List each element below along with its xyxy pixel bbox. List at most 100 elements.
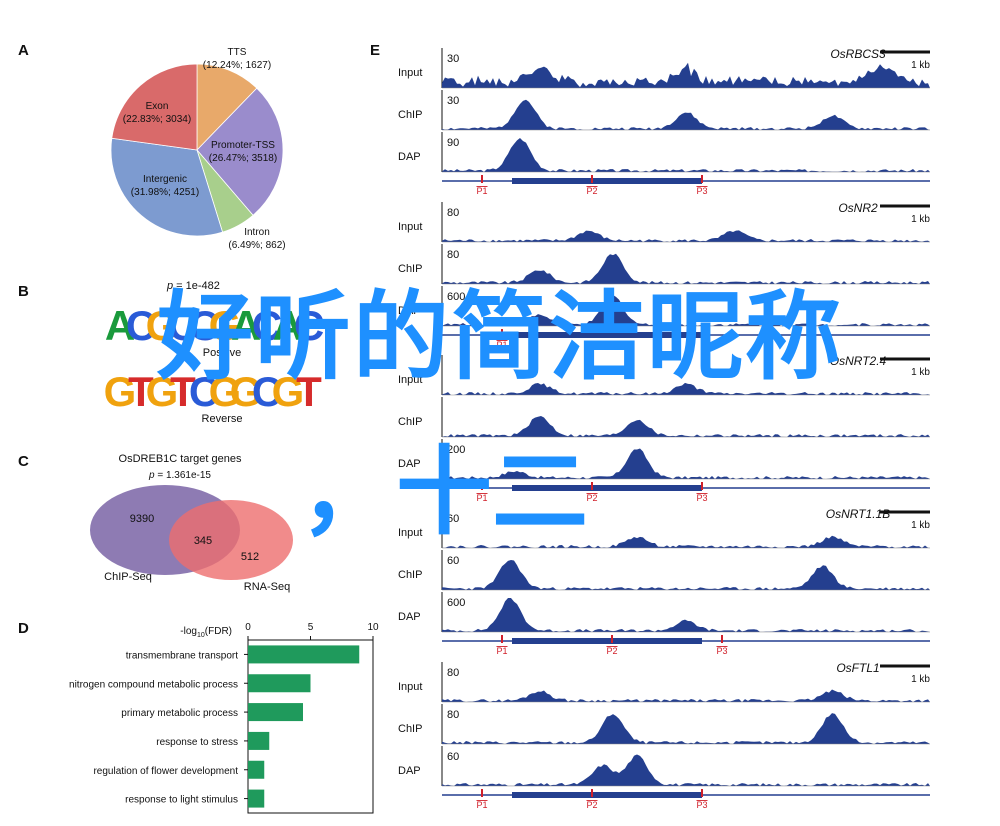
svg-text:(26.47%; 3518): (26.47%; 3518)	[209, 153, 277, 164]
motif-letter: G	[209, 302, 242, 349]
venn-overlap-count: 345	[194, 535, 212, 547]
track-scale: 80	[447, 207, 459, 219]
track-label-chip: ChIP	[398, 569, 422, 581]
scale-label: 1 kb	[911, 674, 930, 685]
signal-track	[442, 138, 930, 172]
motif-letter: A	[273, 302, 303, 349]
gene-block-osnrt1-1b: OsNRT1.1B 1 kb Input 60 ChIP 60 DAP 600 P1 P2 P3	[398, 507, 930, 656]
bar	[248, 731, 270, 750]
venn-right-label: RNA-Seq	[244, 581, 290, 593]
motif-letter: G	[272, 368, 305, 415]
svg-text:(12.24%; 1627): (12.24%; 1627)	[203, 60, 271, 71]
track-scale: 200	[447, 444, 465, 456]
track-label-input: Input	[398, 681, 422, 693]
pie-slice-tts	[196, 63, 258, 151]
peak-label: P3	[696, 186, 707, 196]
panel-letter-e: E	[370, 42, 381, 59]
bar-category-label: nitrogen compound metabolic process	[69, 679, 238, 690]
track-label-chip: ChIP	[398, 263, 422, 275]
go-bar-chart: -log10(FDR) 0 5 10 transmembrane transport…	[69, 622, 379, 814]
signal-track	[442, 754, 930, 786]
gene-block-osnr2: OsNR2 1 kb Input 80 ChIP 80 DAP 600 P1	[398, 201, 930, 350]
venn-left-count: 9390	[130, 513, 154, 525]
panel-letter-c: C	[18, 453, 29, 470]
track-label-dap: DAP	[398, 305, 421, 317]
motif-reverse-label: Reverse	[202, 413, 243, 422]
track-scale: 600	[447, 291, 465, 303]
motif-letter: G	[146, 368, 179, 415]
signal-track	[442, 62, 930, 88]
track-label-chip: ChIP	[398, 416, 422, 428]
peak-label: P2	[606, 646, 617, 656]
motif-letter: T	[170, 368, 196, 415]
track-label-dap: DAP	[398, 611, 421, 623]
bar	[248, 760, 265, 779]
venn-diagram: OsDREB1C target genes p = 1.361e-15 9390…	[90, 453, 293, 593]
signal-track	[442, 713, 930, 744]
panel-letter-a: A	[18, 42, 29, 59]
bar-category-label: response to stress	[156, 737, 238, 748]
svg-text:TTS: TTS	[228, 47, 247, 58]
motif-letter: G	[230, 368, 263, 415]
track-label-input: Input	[398, 221, 422, 233]
motif-p-prefix: p	[167, 280, 174, 292]
bar-chart-categories: transmembrane transport nitrogen compound…	[69, 650, 248, 806]
bar	[248, 674, 311, 693]
gene-block-osrbcs3: OsRBCS3 1 kb Input 30 ChIP 30 DAP 90 P1 P2 P3	[398, 47, 930, 196]
gene-name: OsNRT1.1B	[826, 507, 890, 521]
bar-category-label: regulation of flower development	[93, 766, 238, 777]
motif-letter: C	[189, 302, 219, 349]
bar	[248, 789, 265, 808]
svg-text:(31.98%; 4251): (31.98%; 4251)	[131, 187, 199, 198]
gene-block-osnrt2-4: OsNRT2.4 1 kb Input ChIP DAP 200 P1 P2 P3	[398, 354, 930, 503]
signal-track	[442, 99, 930, 130]
peak-label: P1	[476, 493, 487, 503]
motif-letter: C	[168, 302, 198, 349]
track-scale: 80	[447, 249, 459, 261]
peak-label: P1	[496, 646, 507, 656]
track-scale: 80	[447, 709, 459, 721]
gene-exon	[512, 178, 702, 184]
motif-letter: T	[296, 368, 322, 415]
signal-track	[442, 253, 930, 284]
gene-name: OsNRT2.4	[830, 354, 887, 368]
peak-label: P3	[716, 646, 727, 656]
motif-letter: G	[209, 368, 242, 415]
x-tick-label: 5	[308, 622, 314, 633]
bar-category-label: response to light stimulus	[125, 795, 238, 806]
peak-label: P2	[586, 800, 597, 810]
svg-text:(6.49%; 862): (6.49%; 862)	[228, 240, 285, 251]
pie-label-intergenic: Intergenic (31.98%; 4251)	[131, 174, 199, 198]
signal-track	[442, 230, 930, 242]
svg-text:Intron: Intron	[244, 227, 270, 238]
track-scale: 80	[447, 667, 459, 679]
motif-letter: G	[146, 302, 179, 349]
bar	[248, 703, 303, 722]
track-label-input: Input	[398, 374, 422, 386]
signal-track	[442, 560, 930, 590]
peak-label: P3	[696, 493, 707, 503]
signal-track	[442, 416, 930, 437]
motif-positive-label: Positive	[203, 347, 242, 359]
track-label-input: Input	[398, 527, 422, 539]
peak-label: P1	[476, 186, 487, 196]
track-scale: 90	[447, 137, 459, 149]
gene-name: OsFTL1	[836, 661, 879, 675]
peak-label: P3	[696, 800, 707, 810]
x-tick-label: 0	[245, 622, 251, 633]
genome-tracks: OsRBCS3 1 kb Input 30 ChIP 30 DAP 90 P1 P2 P3 OsNR2…	[398, 47, 930, 810]
motif-letter: C	[252, 302, 282, 349]
motif-letter: G	[104, 368, 137, 415]
track-scale: 30	[447, 95, 459, 107]
signal-track	[442, 535, 930, 548]
track-scale: 60	[447, 751, 459, 763]
track-label-input: Input	[398, 67, 422, 79]
scale-label: 1 kb	[911, 60, 930, 71]
peak-label: P1	[476, 800, 487, 810]
pie-chart: TTS (12.24%; 1627) Promoter-TSS (26.47%;…	[110, 47, 286, 251]
svg-text:Exon: Exon	[146, 101, 169, 112]
pie-slice-promoter-tss	[196, 87, 284, 216]
pie-slice-exon	[111, 63, 198, 151]
